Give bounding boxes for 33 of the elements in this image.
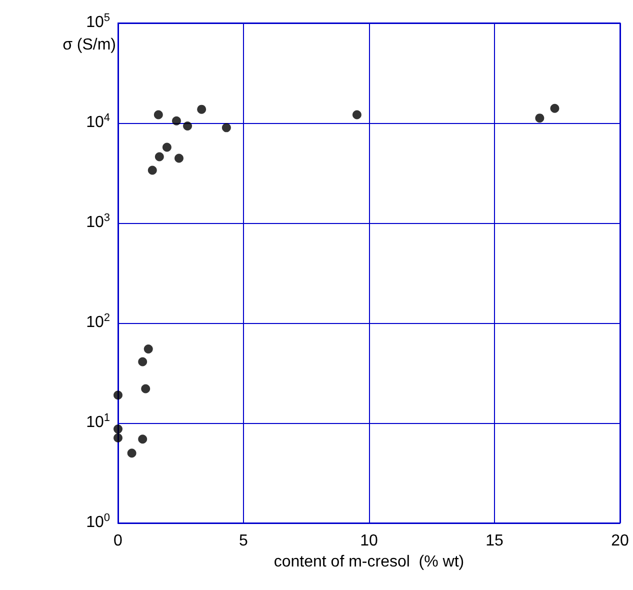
y-tick-label: 10$^{1}$ bbox=[86, 412, 110, 433]
point bbox=[535, 114, 544, 123]
point bbox=[550, 104, 560, 113]
y-tick-label: 10$^{3}$ bbox=[86, 212, 110, 233]
x-tick-label: 15 bbox=[486, 532, 504, 550]
point bbox=[352, 110, 362, 120]
point bbox=[154, 110, 163, 120]
point bbox=[222, 123, 231, 132]
point bbox=[144, 344, 153, 354]
point bbox=[114, 424, 122, 434]
point bbox=[114, 433, 122, 442]
y-tick-label: 10$^{2}$ bbox=[86, 312, 110, 333]
point bbox=[138, 434, 148, 444]
point bbox=[141, 384, 150, 394]
point bbox=[114, 390, 122, 400]
x-tick-label: 20 bbox=[611, 532, 629, 550]
x-tick-label: 5 bbox=[239, 532, 248, 550]
x-tick-label: 0 bbox=[114, 532, 123, 550]
point bbox=[154, 152, 164, 162]
point bbox=[174, 154, 184, 163]
y-tick-label: 10$^{5}$ bbox=[86, 12, 110, 33]
point bbox=[197, 104, 206, 114]
point bbox=[138, 357, 148, 366]
point bbox=[183, 122, 192, 131]
point bbox=[127, 448, 136, 458]
y-tick-label: 10$^{4}$ bbox=[86, 112, 110, 133]
point bbox=[148, 166, 157, 175]
point bbox=[162, 142, 172, 152]
y-tick-label: 10$^{0}$ bbox=[86, 512, 110, 533]
y-axis-title: σ (S/m) bbox=[62, 36, 116, 54]
x-tick-label: 10 bbox=[360, 532, 378, 550]
point bbox=[172, 116, 181, 126]
x-axis-title: content of m-cresol (% wt) bbox=[274, 553, 464, 570]
